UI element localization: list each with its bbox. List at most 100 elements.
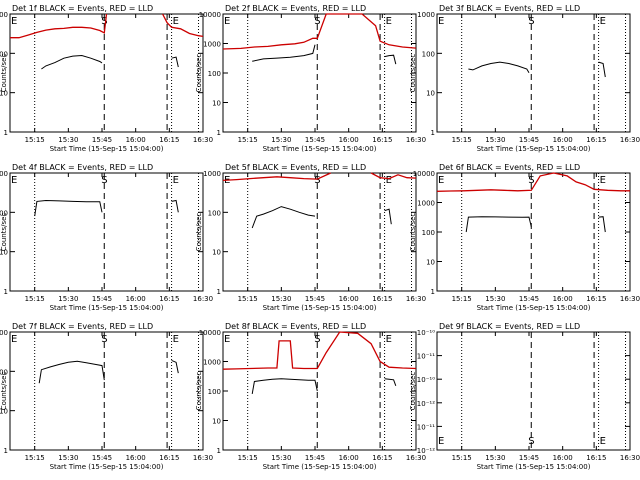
x-tick-label: 16:00 [339, 454, 359, 462]
marker-mid: S [101, 16, 107, 27]
x-tick-label: 16:00 [553, 295, 573, 303]
x-tick-label: 15:45 [519, 454, 539, 462]
x-tick-label: 16:30 [193, 136, 213, 144]
y-tick-label: 10⁻¹⁰ [417, 329, 435, 337]
y-tick-label: 100 [208, 70, 221, 78]
marker-mid: S [101, 334, 107, 345]
x-tick-label: 16:30 [406, 136, 426, 144]
panel-1: Det 1f BLACK = Events, RED = LLD 1 10 100 10… [0, 4, 213, 153]
y-tick-label: 1 [4, 288, 8, 296]
y-axis-label: Counts/sec [0, 372, 8, 411]
x-tick-label: 16:30 [406, 454, 426, 462]
panel-9: Det 9f BLACK = Events, RED = LLD 10⁻¹² 10⁻… [409, 322, 640, 471]
y-axis-label: Counts/sec [195, 54, 203, 93]
y-tick-label: 1 [217, 288, 221, 296]
x-tick-label: 16:15 [372, 454, 392, 462]
panel-6: Det 6f BLACK = Events, RED = LLD 1 10 100 10… [409, 163, 640, 312]
y-tick-label: 10⁻¹² [417, 447, 435, 455]
x-axis-label: Start Time (15-Sep-15 15:04:00) [263, 145, 377, 153]
x-tick-label: 15:30 [271, 295, 291, 303]
marker-end: E [600, 16, 606, 27]
series-line-lld [222, 172, 331, 182]
panel-5: Det 5f BLACK = Events, RED = LLD 1 10 100 10… [195, 163, 426, 312]
y-tick-label: 10⁻¹¹ [417, 423, 435, 431]
marker-start: E [438, 175, 444, 186]
y-tick-label: 1 [431, 129, 435, 137]
x-tick-label: 15:30 [485, 295, 505, 303]
x-tick-label: 15:30 [271, 454, 291, 462]
x-tick-label: 15:45 [305, 295, 325, 303]
marker-end: E [600, 175, 606, 186]
panel-7: Det 7f BLACK = Events, RED = LLD 1 10 100 10… [0, 322, 213, 471]
y-tick-label: 1000 [0, 11, 8, 19]
x-tick-label: 15:30 [58, 136, 78, 144]
series-line-events [34, 199, 103, 217]
y-tick-label: 10000 [199, 11, 221, 19]
x-axis-label: Start Time (15-Sep-15 15:04:00) [50, 304, 164, 312]
x-tick-label: 15:45 [519, 295, 539, 303]
x-tick-label: 15:45 [519, 136, 539, 144]
series-line-lld [222, 13, 417, 50]
y-axis-label: Counts/sec [409, 213, 417, 252]
y-tick-label: 10 [426, 259, 435, 267]
marker-mid: S [528, 436, 534, 447]
x-tick-label: 15:15 [238, 136, 258, 144]
marker-start: E [224, 334, 230, 345]
x-tick-label: 16:30 [193, 454, 213, 462]
y-axis-label: Counts/sec [409, 372, 417, 411]
x-tick-label: 16:00 [339, 136, 359, 144]
y-tick-label: 10000 [413, 170, 435, 178]
y-tick-label: 100 [0, 50, 8, 58]
y-tick-label: 1 [431, 288, 435, 296]
series-line-lld [436, 172, 630, 192]
y-axis-label: Counts/sec [195, 213, 203, 252]
series-line-events [171, 359, 179, 374]
marker-mid: S [314, 175, 320, 186]
y-axis-label: Counts/sec [409, 54, 417, 93]
y-axis-label: Counts/sec [0, 213, 8, 252]
x-axis-label: Start Time (15-Sep-15 15:04:00) [477, 463, 591, 471]
y-tick-label: 1000 [417, 200, 435, 208]
y-tick-label: 1 [217, 447, 221, 455]
x-tick-label: 15:45 [92, 136, 112, 144]
plot-frame [9, 172, 204, 292]
x-tick-label: 16:15 [586, 454, 606, 462]
series-line-events [384, 208, 392, 225]
series-line-events [252, 44, 316, 62]
x-tick-label: 15:15 [452, 454, 472, 462]
x-tick-label: 16:15 [586, 295, 606, 303]
x-tick-label: 16:15 [586, 136, 606, 144]
panel-3: Det 3f BLACK = Events, RED = LLD 1 10 100 10… [409, 4, 640, 153]
series-line-events [251, 378, 318, 394]
marker-mid: S [528, 175, 534, 186]
panel-title: Det 5f BLACK = Events, RED = LLD [225, 163, 366, 172]
series-line-events [598, 216, 606, 233]
marker-mid: S [528, 16, 534, 27]
x-tick-label: 16:00 [126, 454, 146, 462]
y-tick-label: 10⁻¹² [417, 400, 435, 408]
y-tick-label: 10 [426, 90, 435, 98]
y-tick-label: 1000 [0, 329, 8, 337]
x-tick-label: 15:30 [58, 295, 78, 303]
y-tick-label: 10 [212, 418, 221, 426]
series-line-lld [370, 172, 417, 180]
panel-title: Det 2f BLACK = Events, RED = LLD [225, 4, 366, 13]
x-tick-label: 15:15 [25, 136, 45, 144]
x-tick-label: 15:30 [58, 454, 78, 462]
series-line-events [171, 56, 179, 68]
series-line-events [384, 54, 397, 65]
x-tick-label: 16:30 [193, 295, 213, 303]
marker-mid: S [101, 175, 107, 186]
plot-frame [436, 13, 631, 133]
y-tick-label: 10 [0, 90, 8, 98]
series-line-events [468, 61, 530, 74]
marker-end: E [600, 436, 606, 447]
panel-2: Det 2f BLACK = Events, RED = LLD 1 10 100 10… [195, 4, 426, 153]
x-tick-label: 16:30 [406, 295, 426, 303]
plot-frame [222, 172, 417, 292]
x-tick-label: 15:45 [305, 454, 325, 462]
x-tick-label: 16:00 [126, 136, 146, 144]
x-tick-label: 16:00 [553, 136, 573, 144]
panel-title: Det 6f BLACK = Events, RED = LLD [439, 163, 580, 172]
